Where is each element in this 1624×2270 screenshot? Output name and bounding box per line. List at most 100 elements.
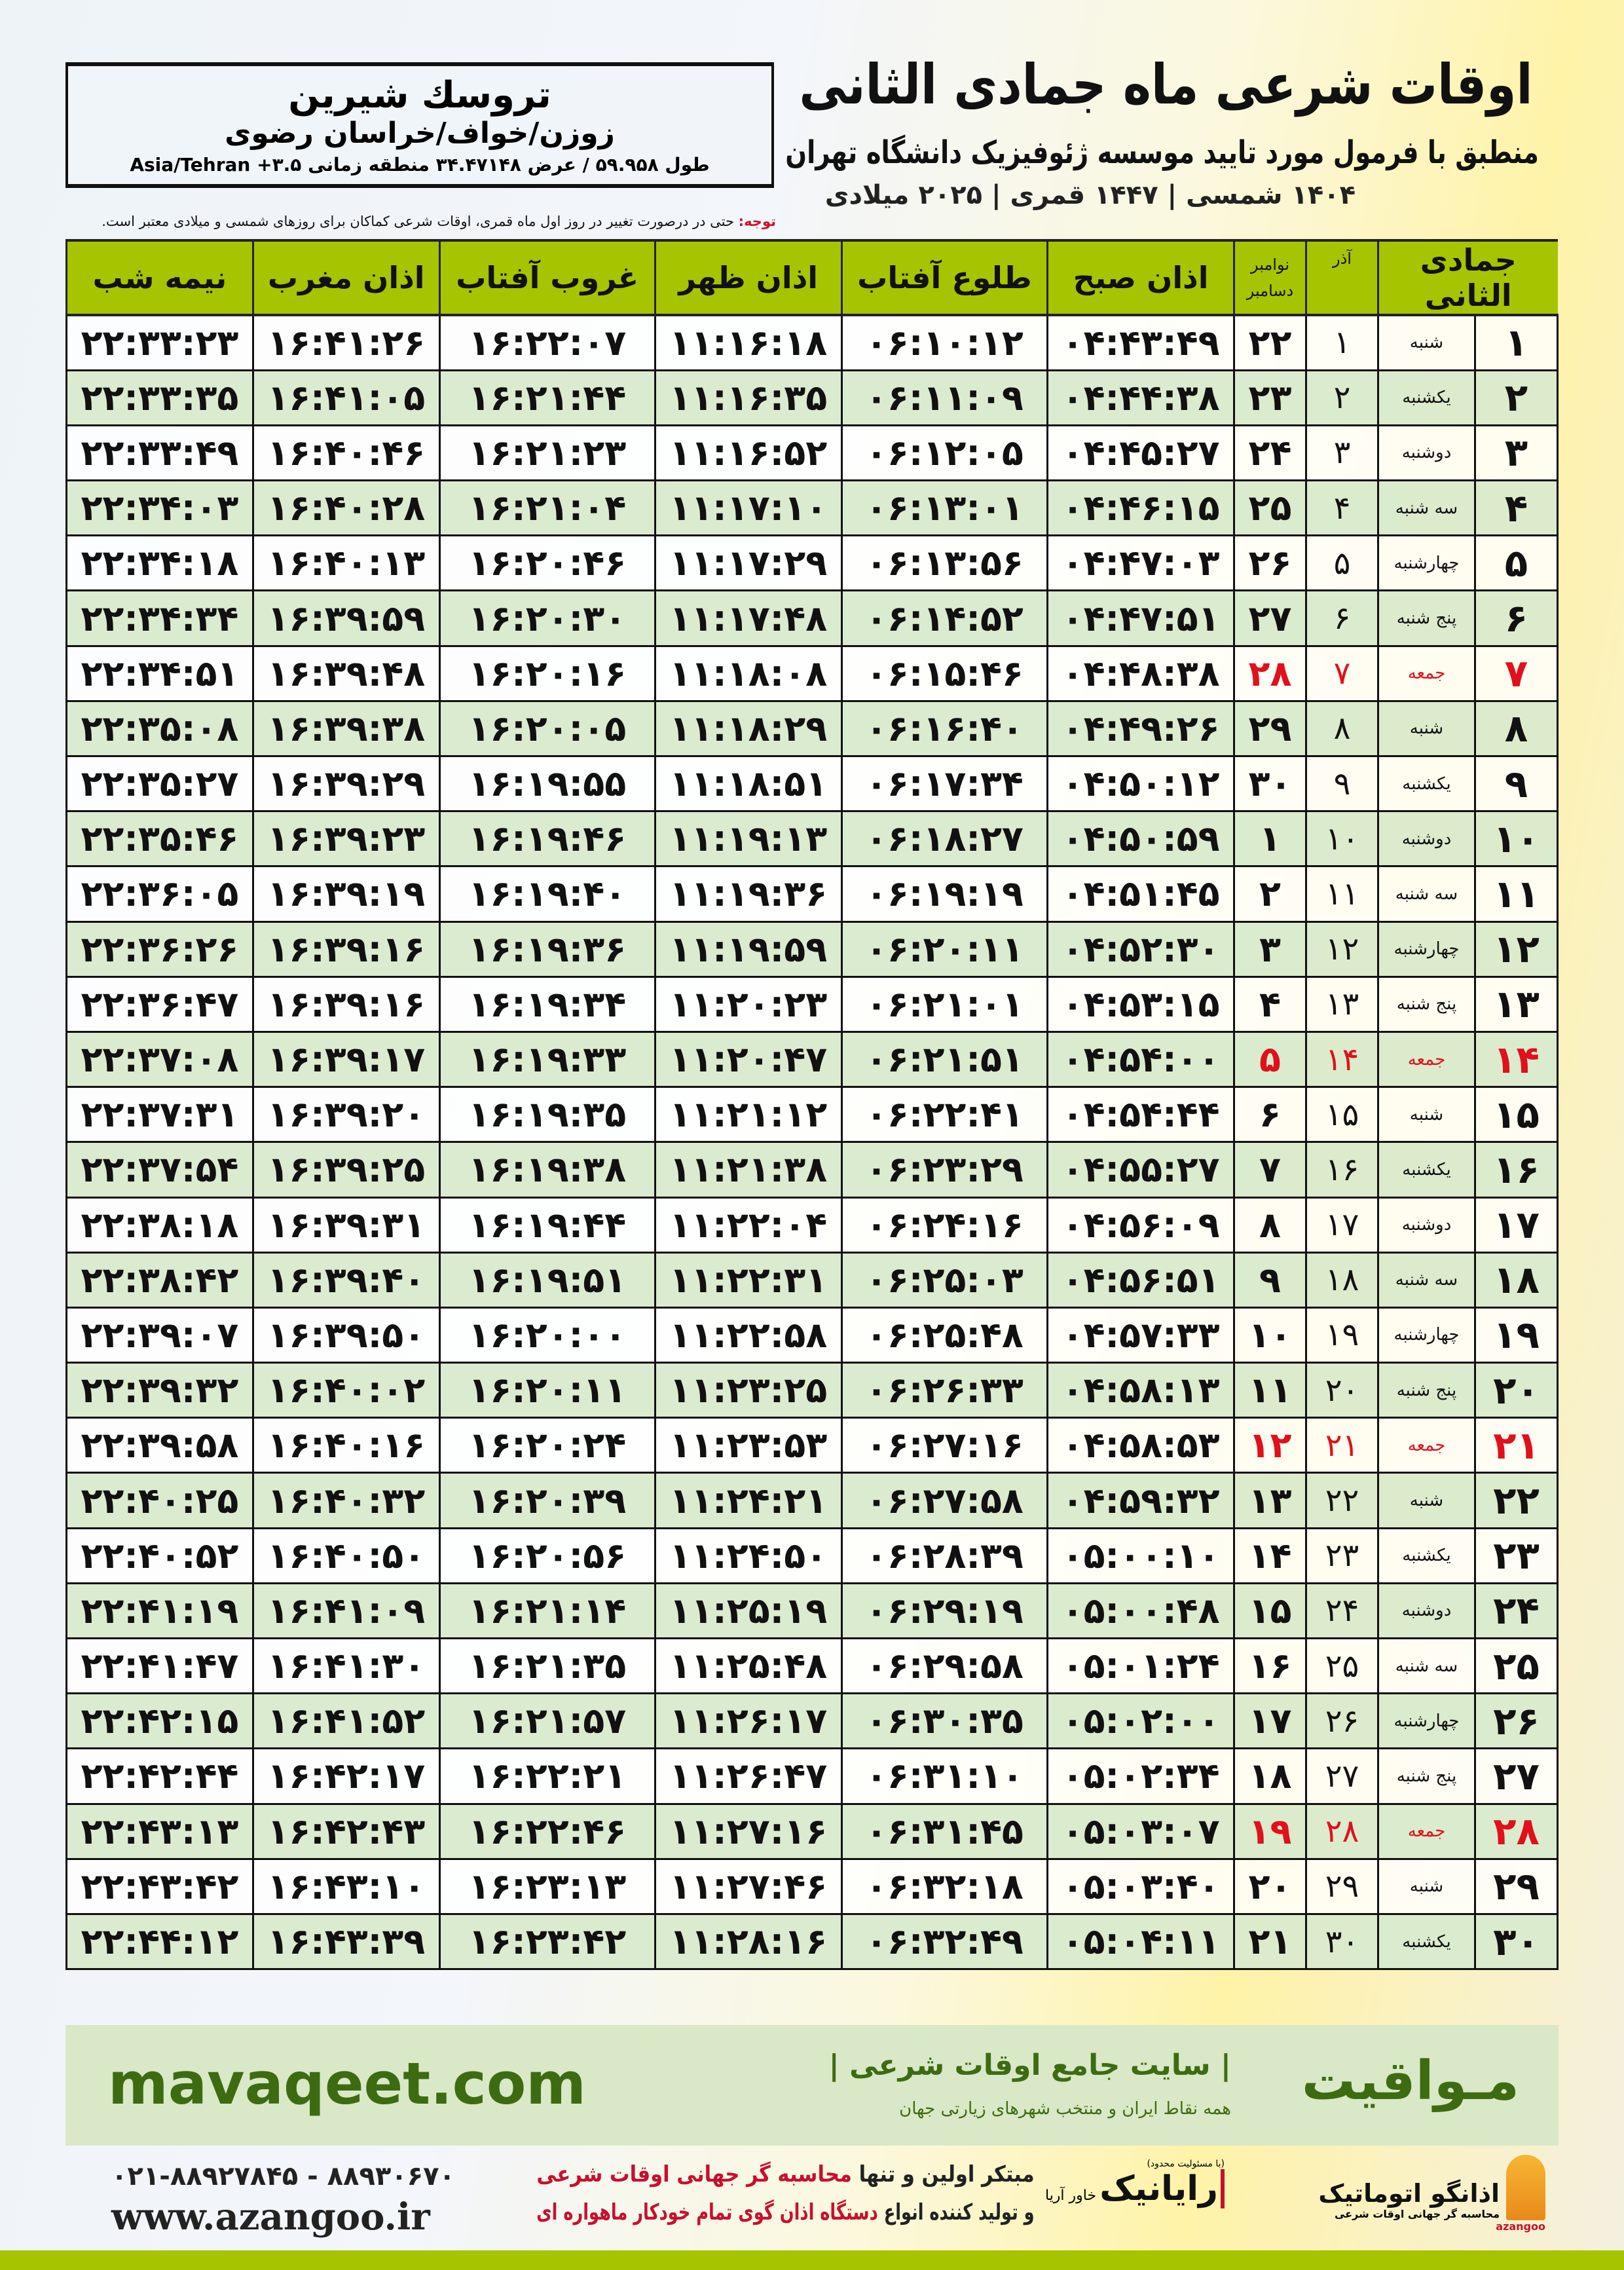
- azar-day: ۱۵: [1305, 1086, 1379, 1144]
- sobh-time: ۰۴:۵۰:۱۲: [1046, 754, 1235, 813]
- weekday: دوشنبه: [1377, 424, 1476, 482]
- azar-day: ۹: [1305, 754, 1379, 813]
- tolu-time: ۰۶:۲۶:۳۳: [840, 1362, 1049, 1419]
- tolu-time: ۰۶:۲۵:۰۳: [840, 1251, 1049, 1309]
- maghreb-time: ۱۶:۴۱:۳۰: [251, 1637, 441, 1695]
- site-link[interactable]: mavaqeet.com: [108, 2050, 586, 2117]
- zohr-time: ۱۱:۱۸:۵۱: [654, 754, 843, 813]
- zohr-time: ۱۱:۱۶:۱۸: [654, 314, 843, 371]
- azar-day: ۴: [1305, 479, 1379, 537]
- ghorub-time: ۱۶:۱۹:۴۴: [438, 1196, 656, 1254]
- nime-time: ۲۲:۴۰:۵۲: [65, 1527, 254, 1584]
- hijri-day: ۲۸: [1474, 1802, 1559, 1860]
- zohr-time: ۱۱:۲۸:۱۶: [654, 1912, 843, 1971]
- azar-day: ۱۹: [1305, 1306, 1379, 1364]
- promo1-a: مبتکر اولین و تنها: [852, 2161, 1035, 2187]
- table-row: ۵ چهارشنبه ۵ ۲۶ ۰۴:۴۷:۰۳ ۰۶:۱۳:۵۶ ۱۱:۱۷:۲۹ ۱۶:۲…: [65, 534, 1559, 592]
- gregorian-day: ۵: [1233, 1030, 1307, 1088]
- nime-time: ۲۲:۳۸:۴۲: [65, 1251, 254, 1309]
- nime-time: ۲۲:۴۱:۴۷: [65, 1637, 254, 1695]
- tolu-time: ۰۶:۳۰:۳۵: [840, 1692, 1049, 1750]
- ghorub-time: ۱۶:۲۱:۳۵: [438, 1637, 656, 1695]
- table-row: ۱۶ یکشنبه ۱۶ ۷ ۰۴:۵۵:۲۷ ۰۶:۲۳:۲۹ ۱۱:۲۱:۳۸ ۱۶:۱۹…: [65, 1141, 1559, 1199]
- table-row: ۲۳ یکشنبه ۲۳ ۱۴ ۰۵:۰۰:۱۰ ۰۶:۲۸:۳۹ ۱۱:۲۴:۵۰ ۱۶:۲…: [65, 1527, 1559, 1584]
- gregorian-day: ۲۶: [1233, 534, 1307, 592]
- hijri-day: ۴: [1474, 479, 1559, 537]
- zohr-time: ۱۱:۱۸:۰۸: [654, 644, 843, 702]
- nime-time: ۲۲:۳۹:۳۲: [65, 1362, 254, 1419]
- phone-numbers: ۰۲۱-۸۸۹۲۷۸۴۵ - ۸۸۹۳۰۶۷۰: [111, 2161, 455, 2191]
- zohr-time: ۱۱:۱۷:۴۸: [654, 589, 843, 647]
- hijri-day: ۱۶: [1474, 1141, 1559, 1199]
- weekday: پنج شنبه: [1377, 1747, 1476, 1805]
- table-row: ۲۱ جمعه ۲۱ ۱۲ ۰۴:۵۸:۵۳ ۰۶:۲۷:۱۶ ۱۱:۲۳:۵۳ ۱۶:۲۰:…: [65, 1417, 1559, 1474]
- sobh-time: ۰۴:۵۰:۵۹: [1046, 810, 1235, 868]
- year-line: ۱۴۰۴ شمسی | ۱۴۴۷ قمری | ۲۰۲۵ میلادی: [824, 180, 1356, 210]
- table-row: ۲ یکشنبه ۲ ۲۳ ۰۴:۴۴:۳۸ ۰۶:۱۱:۰۹ ۱۱:۱۶:۳۵ ۱۶:۲۱:…: [65, 369, 1559, 426]
- sobh-time: ۰۴:۵۷:۳۳: [1046, 1306, 1235, 1364]
- gregorian-day: ۹: [1233, 1251, 1307, 1309]
- maghreb-time: ۱۶:۳۹:۴۰: [251, 1251, 441, 1309]
- gregorian-day: ۸: [1233, 1196, 1307, 1254]
- gregorian-day: ۲۷: [1233, 589, 1307, 647]
- hijri-day: ۷: [1474, 644, 1559, 702]
- rayanik-name: رایانیک: [1099, 2169, 1225, 2208]
- promo-line-1: مبتکر اولین و تنها محاسبه گر جهانی اوقات…: [537, 2161, 1035, 2187]
- tagline: | سایت جامع اوقات شرعی |: [828, 2049, 1231, 2082]
- ghorub-time: ۱۶:۲۳:۴۲: [438, 1912, 656, 1971]
- azangoo-logo: اذانگو اتوماتیک محاسبه گر جهانی اوقات شر…: [1257, 2155, 1545, 2233]
- sobh-time: ۰۴:۵۹:۳۲: [1046, 1472, 1235, 1529]
- nime-time: ۲۲:۳۴:۵۱: [65, 644, 254, 702]
- nime-time: ۲۲:۴۲:۱۵: [65, 1692, 254, 1750]
- maghreb-time: ۱۶:۴۱:۵۲: [251, 1692, 441, 1750]
- azar-day: ۱۶: [1305, 1141, 1379, 1199]
- hijri-day: ۲۲: [1474, 1472, 1559, 1529]
- sobh-time: ۰۴:۴۷:۰۳: [1046, 534, 1235, 592]
- hijri-day: ۲: [1474, 369, 1559, 426]
- tolu-time: ۰۶:۲۵:۴۸: [840, 1306, 1049, 1364]
- azar-day: ۲۱: [1305, 1417, 1379, 1474]
- table-row: ۴ سه شنبه ۴ ۲۵ ۰۴:۴۶:۱۵ ۰۶:۱۳:۰۱ ۱۱:۱۷:۱۰ ۱۶:۲۱…: [65, 479, 1559, 537]
- col-sobh: اذان صبح: [1046, 239, 1234, 316]
- zohr-time: ۱۱:۲۱:۱۲: [654, 1086, 843, 1144]
- nime-time: ۲۲:۴۳:۴۲: [65, 1857, 254, 1915]
- note: توجه: حتی در درصورت تغییر در روز اول ماه…: [101, 214, 776, 229]
- maghreb-time: ۱۶:۴۰:۴۶: [251, 424, 441, 482]
- table-row: ۲۷ پنج شنبه ۲۷ ۱۸ ۰۵:۰۲:۳۴ ۰۶:۳۱:۱۰ ۱۱:۲۶:۴۷ ۱۶…: [65, 1747, 1559, 1805]
- azangoo-en: azangoo: [1496, 2220, 1545, 2233]
- azar-day: ۲۸: [1305, 1802, 1379, 1860]
- bottom-stripe: [0, 2250, 1624, 2270]
- azar-day: ۱۱: [1305, 865, 1379, 923]
- sobh-time: ۰۵:۰۴:۱۱: [1046, 1912, 1235, 1971]
- azar-day: ۲۹: [1305, 1857, 1379, 1915]
- maghreb-time: ۱۶:۴۰:۲۸: [251, 479, 441, 537]
- azangoo-link[interactable]: www.azangoo.ir: [111, 2195, 430, 2239]
- hijri-day: ۲۶: [1474, 1692, 1559, 1750]
- gregorian-day: ۱: [1233, 810, 1307, 868]
- note-text: حتی در درصورت تغییر در روز اول ماه قمری،…: [101, 214, 739, 229]
- maghreb-time: ۱۶:۳۹:۲۵: [251, 1141, 441, 1199]
- col-gregorian: نوامبر دسامبر: [1233, 239, 1306, 316]
- azar-day: ۲۳: [1305, 1527, 1379, 1584]
- weekday: دوشنبه: [1377, 1582, 1476, 1640]
- azar-day: ۱۸: [1305, 1251, 1379, 1309]
- weekday: سه شنبه: [1377, 1251, 1476, 1309]
- ghorub-time: ۱۶:۲۰:۰۰: [438, 1306, 656, 1364]
- zohr-time: ۱۱:۲۰:۴۷: [654, 1030, 843, 1088]
- gregorian-day: ۴: [1233, 975, 1307, 1033]
- sobh-time: ۰۴:۵۴:۰۰: [1046, 1030, 1235, 1088]
- col-ghorub: غروب آفتاب: [438, 239, 655, 316]
- zohr-time: ۱۱:۲۴:۲۱: [654, 1472, 843, 1529]
- azar-day: ۱۴: [1305, 1030, 1379, 1088]
- mavaqeet-logo: مـواقیت: [1301, 2050, 1519, 2112]
- hijri-day: ۲۳: [1474, 1527, 1559, 1584]
- rayanik-sub: خاور آریا: [1044, 2187, 1097, 2204]
- mosque-icon: [1506, 2155, 1545, 2220]
- hijri-day: ۲۷: [1474, 1747, 1559, 1805]
- azangoo-sub: محاسبه گر جهانی اوقات شرعی: [1334, 2208, 1500, 2220]
- table-row: ۲۲ شنبه ۲۲ ۱۳ ۰۴:۵۹:۳۲ ۰۶:۲۷:۵۸ ۱۱:۲۴:۲۱ ۱۶:۲۰:…: [65, 1472, 1559, 1529]
- hijri-day: ۲۱: [1474, 1417, 1559, 1474]
- zohr-time: ۱۱:۲۲:۵۸: [654, 1306, 843, 1364]
- hijri-day: ۱۸: [1474, 1251, 1559, 1309]
- ghorub-time: ۱۶:۲۰:۳۹: [438, 1472, 656, 1529]
